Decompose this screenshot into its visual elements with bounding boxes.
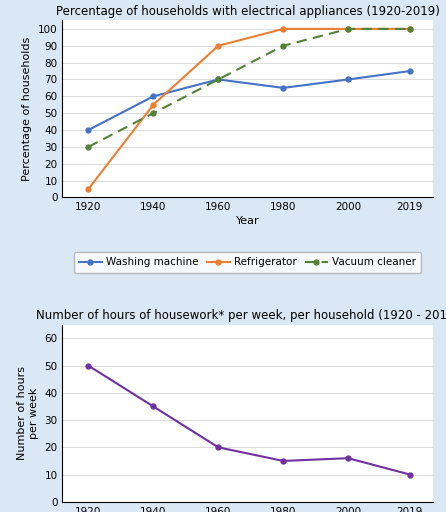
- Title: Number of hours of housework* per week, per household (1920 - 2019): Number of hours of housework* per week, …: [36, 309, 446, 322]
- X-axis label: Year: Year: [236, 217, 259, 226]
- Title: Percentage of households with electrical appliances (1920-2019): Percentage of households with electrical…: [56, 5, 439, 18]
- Y-axis label: Number of hours
per week: Number of hours per week: [17, 366, 39, 460]
- Y-axis label: Percentage of households: Percentage of households: [22, 37, 33, 181]
- Legend: Washing machine, Refrigerator, Vacuum cleaner: Washing machine, Refrigerator, Vacuum cl…: [74, 252, 421, 272]
